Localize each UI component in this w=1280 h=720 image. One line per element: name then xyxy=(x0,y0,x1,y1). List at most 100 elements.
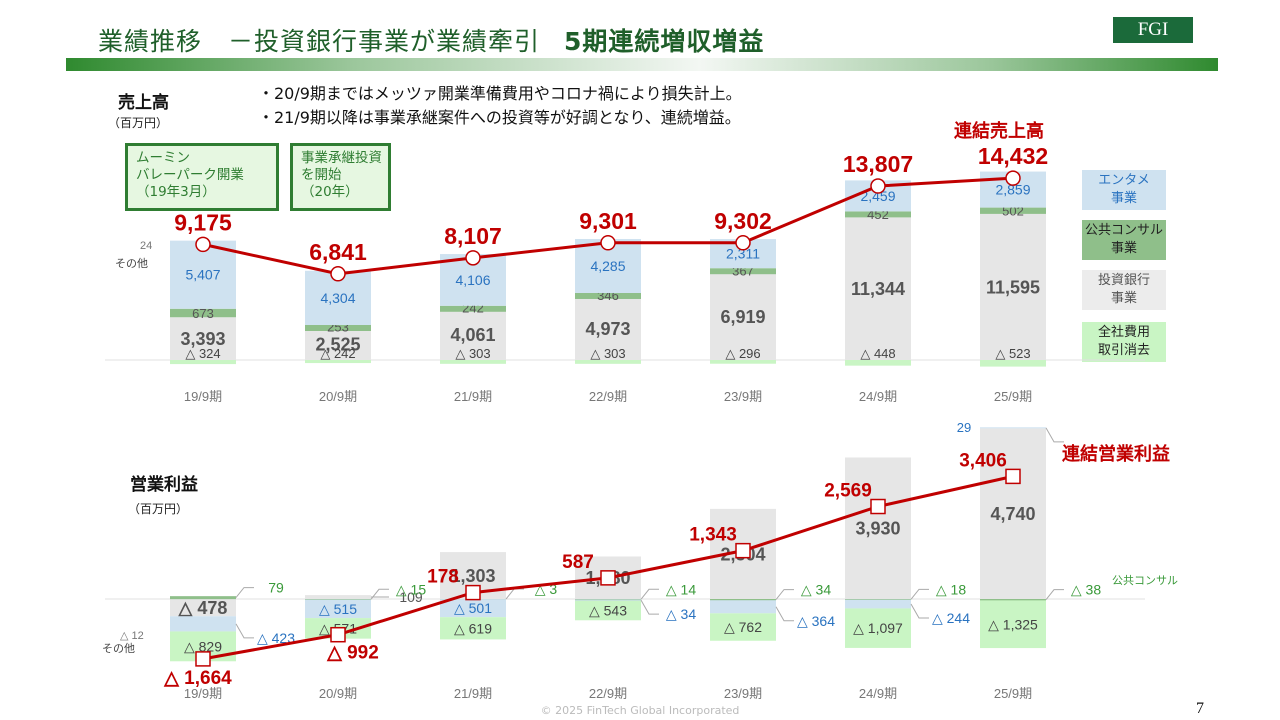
legend-entame: エンタメ 事業 xyxy=(1082,170,1166,210)
leader-line xyxy=(235,587,254,598)
data-label-entame: 2,311 xyxy=(726,246,760,262)
line-value-label: 2,569 xyxy=(824,481,872,502)
data-label-entame: 5,407 xyxy=(185,267,220,283)
leader-line xyxy=(1045,427,1064,443)
line-marker xyxy=(870,178,886,194)
line-value-label: 178 xyxy=(427,567,459,588)
data-label-invest: △ 478 xyxy=(178,598,228,618)
bar-corp xyxy=(305,360,371,364)
other-label: その他 xyxy=(115,257,148,270)
other-label: その他 xyxy=(102,642,135,655)
data-label-consult: △ 38 xyxy=(1071,582,1101,598)
bar-corp xyxy=(980,360,1046,367)
bar-invest xyxy=(980,213,1046,360)
data-label-entame: △ 501 xyxy=(454,600,492,616)
data-label-invest: 3,930 xyxy=(855,519,900,539)
data-label-corp: △ 448 xyxy=(860,346,895,361)
bar-consult xyxy=(845,211,911,218)
other-value: △ 12 xyxy=(120,630,144,642)
bar-invest xyxy=(170,317,236,360)
line-value-label: 9,301 xyxy=(579,208,637,234)
line-value-label: 587 xyxy=(562,552,594,573)
page-title: 業績推移 －投資銀行事業が業績牽引 5期連続増収増益 xyxy=(98,22,764,58)
bar-invest xyxy=(845,457,911,599)
note-succession: 事業承継投資 を開始 （20年） xyxy=(290,143,391,211)
leader-line xyxy=(775,606,794,622)
bar-invest xyxy=(170,599,236,617)
profit-title: 営業利益 xyxy=(130,475,198,495)
data-label-invest: 3,393 xyxy=(180,329,225,349)
line-value-label: 9,175 xyxy=(174,209,232,235)
data-label-corp: △ 303 xyxy=(455,346,490,361)
data-label-entame: △ 515 xyxy=(319,601,357,617)
x-tick-label: 24/9期 xyxy=(859,389,897,404)
bar-consult xyxy=(440,305,506,312)
bullet-1: ・20/9期まではメッツァ開業準備費用やコロナ禍により損失計上。 xyxy=(258,84,742,103)
data-label-corp: △ 762 xyxy=(724,619,762,635)
data-label-consult: 673 xyxy=(192,306,214,321)
bar-corp xyxy=(845,608,911,648)
data-label-entame: △ 364 xyxy=(797,613,835,629)
legend-label: 公共コンサル 事業 xyxy=(1084,223,1163,256)
page-number: 7 xyxy=(1196,700,1204,717)
bar-consult xyxy=(170,596,236,600)
data-label-invest: 11,595 xyxy=(986,277,1040,297)
bar-invest xyxy=(305,595,371,599)
data-label-entame: 2,859 xyxy=(995,182,1030,198)
bar-consult xyxy=(170,308,236,318)
line-value-label: △ 992 xyxy=(326,643,379,664)
line-marker xyxy=(1005,170,1021,186)
data-label-invest: 6,919 xyxy=(720,307,765,327)
data-label-corp: △ 543 xyxy=(589,603,627,619)
x-tick-label: 22/9期 xyxy=(589,686,627,701)
line-value-label: 9,302 xyxy=(714,208,772,234)
bar-consult xyxy=(710,268,776,275)
data-label-consult: △ 18 xyxy=(936,581,966,597)
line-marker xyxy=(195,236,211,253)
bar-corp xyxy=(845,360,911,366)
data-label-corp: △ 619 xyxy=(454,620,492,636)
data-label-consult: △ 15 xyxy=(396,581,426,597)
data-label-consult: △ 14 xyxy=(666,581,696,597)
leader-line xyxy=(1045,589,1064,600)
data-label-corp: △ 296 xyxy=(725,346,760,361)
leader-line xyxy=(640,599,659,615)
line-marker xyxy=(465,584,481,601)
bar-invest xyxy=(710,272,776,360)
legend-consult: 公共コンサル 事業 xyxy=(1082,220,1166,260)
sales-title: 売上高 xyxy=(118,93,169,113)
bar-invest xyxy=(440,308,506,360)
line-series-name: 連結営業利益 xyxy=(1062,443,1170,464)
bar-entame xyxy=(575,599,641,601)
data-label-entame: 4,304 xyxy=(320,290,355,306)
data-label-invest: 11,344 xyxy=(851,279,905,299)
note-moomin: ムーミン バレーパーク開業 （19年3月） xyxy=(125,143,279,211)
bar-invest xyxy=(980,428,1046,599)
bar-corp xyxy=(710,360,776,364)
line-marker xyxy=(600,570,616,586)
data-label-entame: △ 423 xyxy=(257,630,295,646)
legend-label: エンタメ 事業 xyxy=(1098,173,1150,206)
line-marker xyxy=(330,266,346,282)
data-label-corp: △ 324 xyxy=(185,346,220,361)
data-label-consult: 79 xyxy=(268,580,284,596)
x-tick-label: 23/9期 xyxy=(724,686,762,701)
x-tick-label: 23/9期 xyxy=(724,389,762,404)
title-underline xyxy=(66,58,1218,71)
line-marker xyxy=(195,651,211,667)
data-label-invest: 4,061 xyxy=(450,325,495,345)
line-marker xyxy=(735,235,751,251)
line-value-label: 3,406 xyxy=(959,450,1007,471)
copyright: © 2025 FinTech Global Incorporated xyxy=(540,704,740,717)
leader-line xyxy=(235,623,254,639)
bar-entame xyxy=(980,427,1046,429)
data-label-corp: △ 1,097 xyxy=(853,620,903,636)
x-tick-label: 19/9期 xyxy=(184,389,222,404)
bar-invest xyxy=(575,297,641,360)
bar-corp xyxy=(980,600,1046,649)
data-label-corp: △ 523 xyxy=(995,346,1030,361)
data-label-invest: 4,740 xyxy=(990,504,1035,524)
title-highlight: 5期連続増収増益 xyxy=(564,27,765,56)
line-marker xyxy=(870,498,886,515)
